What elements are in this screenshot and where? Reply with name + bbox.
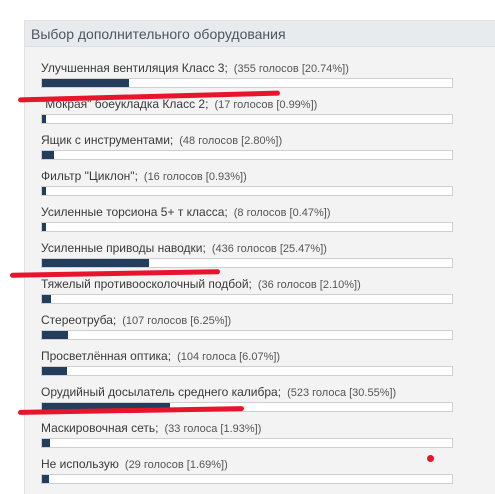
vote-bar-fill <box>42 187 46 195</box>
vote-bar-fill <box>42 79 130 87</box>
option-votes: (17 голосов [0.99%]) <box>214 99 318 111</box>
vote-bar-track <box>41 330 453 340</box>
option-label: Улучшенная вентиляция Класс 3; <box>41 61 228 75</box>
option-votes: (16 голосов [0.93%]) <box>143 171 247 183</box>
vote-bar-track <box>41 114 453 124</box>
vote-bar-fill <box>42 331 69 339</box>
option-votes: (36 голосов [2.10%]) <box>257 279 361 291</box>
red-dot-mark <box>427 455 434 462</box>
option-label: Ящик с инструментами; <box>41 133 174 147</box>
vote-bar-track <box>41 222 453 232</box>
vote-bar-track <box>41 402 453 412</box>
vote-bar-fill <box>42 223 46 231</box>
option-votes: (48 голосов [2.80%]) <box>179 135 283 147</box>
option-label: Не использую <box>41 457 119 471</box>
option-votes: (33 голоса [1.93%]) <box>164 423 262 435</box>
vote-bar-fill <box>42 367 68 375</box>
poll-option: Маскировочная сеть; (33 голоса [1.93%]) <box>41 421 481 457</box>
option-votes: (8 голосов [0.47%]) <box>233 207 331 219</box>
option-label: Усиленные приводы наводки; <box>41 241 206 255</box>
option-label: Маскировочная сеть; <box>41 421 159 435</box>
poll-option: Усиленные приводы наводки; (436 голосов [… <box>41 241 481 277</box>
vote-bar-track <box>41 186 453 196</box>
vote-bar-fill <box>42 475 50 483</box>
poll-option: Не использую (29 голосов [1.69%]) <box>41 457 481 493</box>
vote-bar-fill <box>42 439 51 447</box>
poll-option: Тяжелый противоосколочный подбой; (36 гол… <box>41 277 481 313</box>
vote-bar-track <box>41 366 453 376</box>
poll-title: Выбор дополнительного оборудования <box>25 21 495 47</box>
option-label: Просветлённая оптика; <box>41 349 172 363</box>
poll-option: Ящик с инструментами; (48 голосов [2.80%]… <box>41 133 481 169</box>
vote-bar-track <box>41 78 453 88</box>
poll-option: "Мокрая" боеукладка Класс 2; (17 голосов … <box>41 97 481 133</box>
option-votes: (107 голосов [6.25%]) <box>122 315 232 327</box>
vote-bar-fill <box>42 259 149 267</box>
option-votes: (436 голосов [25.47%]) <box>211 243 327 255</box>
option-label: Стереотруба; <box>41 313 117 327</box>
option-label: Орудийный досылатель среднего калибра; <box>41 385 282 399</box>
vote-bar-fill <box>42 115 47 123</box>
vote-bar-fill <box>42 151 54 159</box>
vote-bar-track <box>41 258 453 268</box>
vote-bar-fill <box>42 295 51 303</box>
option-votes: (523 голоса [30.55%]) <box>287 387 397 399</box>
vote-bar-track <box>41 438 453 448</box>
option-votes: (355 голосов [20.74%]) <box>233 63 349 75</box>
option-votes: (104 голоса [6.07%]) <box>177 351 281 363</box>
poll-option: Просветлённая оптика; (104 голоса [6.07%]… <box>41 349 481 385</box>
vote-bar-track <box>41 294 453 304</box>
option-label: Усиленные торсиона 5+ т класса; <box>41 205 228 219</box>
poll-option: Фильтр "Циклон"; (16 голосов [0.93%]) <box>41 169 481 205</box>
vote-bar-fill <box>42 403 171 411</box>
poll-option: Орудийный досылатель среднего калибра; (5… <box>41 385 481 421</box>
poll-option: Улучшенная вентиляция Класс 3; (355 голос… <box>41 61 481 97</box>
vote-bar-track <box>41 150 453 160</box>
poll-option: Стереотруба; (107 голосов [6.25%]) <box>41 313 481 349</box>
option-label: Тяжелый противоосколочный подбой; <box>41 277 252 291</box>
poll-panel: Выбор дополнительного оборудования Улучш… <box>24 20 495 494</box>
option-label: Фильтр "Циклон"; <box>41 169 138 183</box>
vote-bar-track <box>41 474 453 484</box>
poll-option: Усиленные торсиона 5+ т класса; (8 голосо… <box>41 205 481 241</box>
option-votes: (29 голосов [1.69%]) <box>124 459 228 471</box>
